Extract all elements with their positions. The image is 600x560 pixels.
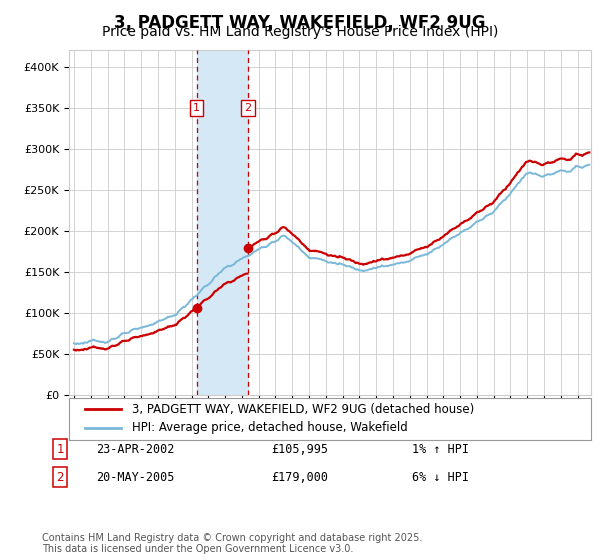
Text: HPI: Average price, detached house, Wakefield: HPI: Average price, detached house, Wake…	[131, 421, 407, 435]
Text: 2: 2	[56, 470, 64, 484]
Text: Price paid vs. HM Land Registry's House Price Index (HPI): Price paid vs. HM Land Registry's House …	[102, 25, 498, 39]
Text: Contains HM Land Registry data © Crown copyright and database right 2025.
This d: Contains HM Land Registry data © Crown c…	[42, 533, 422, 554]
Text: 3, PADGETT WAY, WAKEFIELD, WF2 9UG (detached house): 3, PADGETT WAY, WAKEFIELD, WF2 9UG (deta…	[131, 403, 474, 416]
Text: 1: 1	[56, 442, 64, 456]
Text: 3, PADGETT WAY, WAKEFIELD, WF2 9UG: 3, PADGETT WAY, WAKEFIELD, WF2 9UG	[114, 14, 486, 32]
Text: £105,995: £105,995	[271, 442, 329, 456]
Text: 20-MAY-2005: 20-MAY-2005	[96, 470, 174, 484]
Text: £179,000: £179,000	[271, 470, 329, 484]
Text: 6% ↓ HPI: 6% ↓ HPI	[413, 470, 470, 484]
Text: 2: 2	[245, 103, 251, 113]
Text: 23-APR-2002: 23-APR-2002	[96, 442, 174, 456]
Text: 1% ↑ HPI: 1% ↑ HPI	[413, 442, 470, 456]
Bar	[197, 50, 248, 395]
Text: 1: 1	[193, 103, 200, 113]
